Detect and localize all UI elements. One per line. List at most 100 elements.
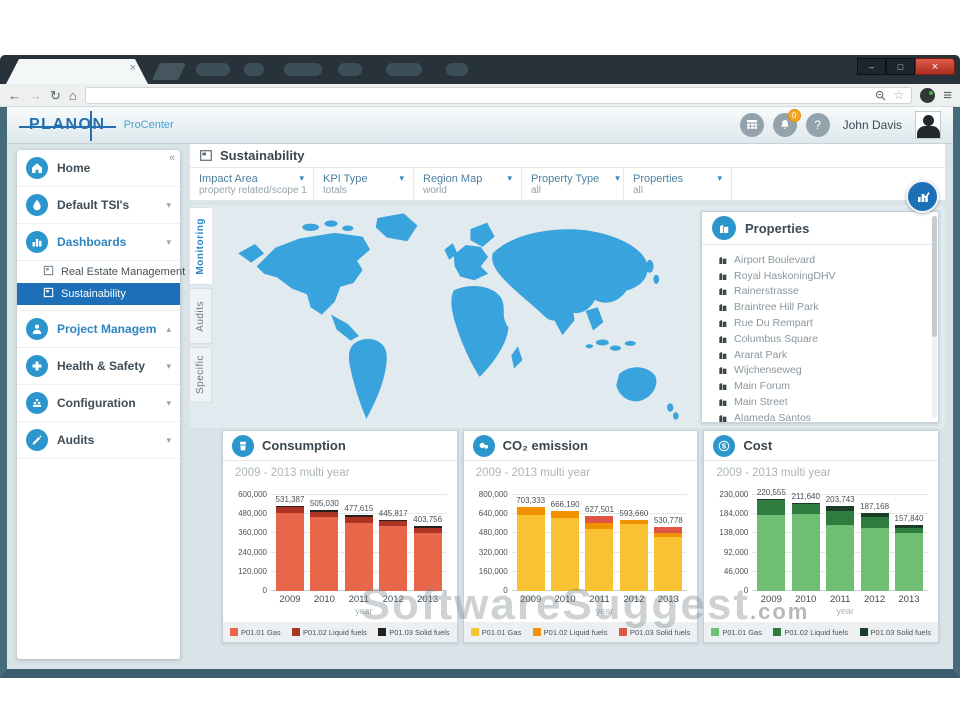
address-bar[interactable]: ☆: [84, 86, 913, 104]
property-item-braintree-hill-park[interactable]: Braintree Hill Park: [718, 299, 934, 315]
bar-segment-p01-02-liquid-fuels: [757, 500, 786, 516]
chevron-down-icon: ▾: [299, 173, 304, 183]
building-icon: [719, 414, 727, 422]
extension-icon[interactable]: [920, 87, 936, 103]
home-icon[interactable]: ⌂: [68, 87, 77, 103]
bar-2011: 627,501: [585, 505, 614, 591]
legend-item-p01-01-gas: P01.01 Gas: [711, 628, 762, 637]
user-name: John Davis: [842, 118, 902, 132]
notifications-button[interactable]: 0: [772, 109, 801, 137]
config-icon: [26, 392, 48, 414]
sidebar-item-default-tsi-s[interactable]: Default TSI's ▾: [17, 187, 180, 224]
bar-segment-p01-03-solid-fuels: [860, 512, 889, 518]
filter-properties[interactable]: Properties ▾ all: [624, 168, 732, 200]
drop-icon: [26, 194, 48, 216]
co2-icon: [472, 434, 495, 457]
window-minimize-button[interactable]: –: [857, 58, 886, 75]
tab-decoration: [446, 63, 468, 76]
building-icon: [719, 383, 727, 391]
zoom-out-icon[interactable]: [875, 90, 887, 101]
sidebar-item-home[interactable]: Home: [17, 150, 180, 187]
y-axis-tick: 480,000: [478, 528, 508, 538]
bar-value-label: 593,660: [619, 508, 649, 518]
bar-segment-p01-02-liquid-fuels: [894, 527, 923, 534]
chart-toggle-button[interactable]: [906, 180, 939, 213]
legend-swatch: [711, 628, 720, 636]
building-icon: [719, 351, 727, 359]
home-icon: [26, 157, 48, 179]
sidebar-item-audits[interactable]: Audits ▾: [17, 422, 180, 459]
bar-segment-p01-02-liquid-fuels: [276, 507, 304, 513]
sidebar-item-health-safety[interactable]: Health & Safety ▾: [17, 348, 180, 385]
chevron-down-icon: ▾: [166, 199, 171, 210]
bar-segment-p01-02-liquid-fuels: [826, 510, 855, 525]
refresh-icon[interactable]: ↻: [50, 87, 61, 103]
chart-panel-co-emission: CO₂ emission 2009 - 2013 multi year 0 160,0…: [462, 430, 699, 643]
sidebar-subitem-real-estate-management[interactable]: Real Estate Management: [17, 261, 185, 283]
planon-logo: PLANON: [19, 111, 116, 141]
bar-segment-p01-02-liquid-fuels: [860, 517, 889, 529]
health-icon: [26, 355, 48, 377]
property-item-rue-du-rempart[interactable]: Rue Du Rempart: [718, 315, 934, 331]
bar-value-label: 505,030: [309, 499, 339, 509]
side-tab-specific[interactable]: Specific: [190, 347, 212, 403]
bar-segment-p01-01-gas: [654, 536, 683, 591]
bar-2012: 187,168: [860, 502, 889, 591]
building-icon: [719, 304, 727, 312]
side-tab-monitoring[interactable]: Monitoring: [190, 207, 212, 285]
bookmark-star-icon[interactable]: ☆: [893, 88, 905, 102]
building-icon: [720, 224, 729, 233]
sidebar-item-project-managem[interactable]: Project Managem... ▴: [17, 311, 180, 348]
filter-kpi-type[interactable]: KPI Type ▾ totals: [314, 168, 414, 200]
tab-close-icon[interactable]: ×: [129, 62, 136, 74]
chart-subtitle: 2009 - 2013 multi year: [716, 467, 831, 479]
bar-2010: 666,190: [551, 500, 580, 591]
bar-segment-p01-02-liquid-fuels: [516, 507, 545, 515]
bar-segment-p01-02-liquid-fuels: [379, 520, 408, 526]
bar-segment-p01-03-solid-fuels: [585, 515, 614, 524]
chevron-down-icon: ▾: [615, 173, 620, 183]
sidebar-collapse-icon[interactable]: «: [168, 152, 175, 164]
bar-2013: 403,756: [413, 515, 442, 591]
legend-item-p01-01-gas: P01.01 Gas: [470, 628, 521, 637]
back-icon[interactable]: ←: [8, 87, 21, 103]
help-button[interactable]: ?: [805, 113, 830, 137]
property-item-airport-boulevard[interactable]: Airport Boulevard: [718, 252, 934, 268]
property-item-alameda-santos[interactable]: Alameda Santos: [718, 410, 934, 426]
property-item-columbus-square[interactable]: Columbus Square: [718, 331, 934, 347]
browser-menu-icon[interactable]: ≡: [943, 86, 952, 104]
bar-segment-p01-01-gas: [791, 513, 820, 591]
chevron-up-icon: ▴: [166, 323, 171, 334]
sidebar-item-configuration[interactable]: Configuration ▾: [17, 385, 180, 422]
property-item-royal-haskoningdhv[interactable]: Royal HaskoningDHV: [718, 268, 934, 284]
property-item-main-forum[interactable]: Main Forum: [718, 378, 934, 394]
new-tab-button[interactable]: [152, 63, 186, 80]
sidebar-subitem-sustainability[interactable]: Sustainability: [17, 283, 180, 305]
window-close-button[interactable]: ×: [915, 58, 955, 75]
filter-region-map[interactable]: Region Map ▾ world: [414, 168, 522, 200]
properties-scrollbar[interactable]: [932, 216, 937, 418]
bar-2012: 593,660: [619, 509, 648, 591]
project-icon: [26, 318, 48, 340]
property-item-wijchenseweg[interactable]: Wijchenseweg: [718, 363, 934, 379]
sidebar-item-dashboards[interactable]: Dashboards ▾: [17, 224, 180, 261]
bar-2009: 531,387: [276, 495, 304, 591]
window-maximize-button[interactable]: □: [886, 58, 915, 75]
property-item-ararat-park[interactable]: Ararat Park: [718, 347, 934, 363]
y-axis-tick: 600,000: [238, 490, 267, 499]
bar-value-label: 445,817: [378, 508, 408, 518]
property-item-rainerstrasse[interactable]: Rainerstrasse: [718, 284, 934, 300]
property-item-main-street[interactable]: Main Street: [718, 394, 934, 410]
app-header: PLANON ProCenter 0 ? John Davis: [7, 107, 953, 144]
bar-segment-p01-01-gas: [619, 524, 648, 591]
filter-property-type[interactable]: Property Type ▾ all: [522, 168, 624, 200]
chevron-down-icon: ▾: [717, 173, 722, 183]
browser-tab[interactable]: ×: [6, 59, 148, 84]
side-tab-audits[interactable]: Audits: [190, 288, 212, 344]
user-avatar[interactable]: [915, 111, 941, 139]
apps-grid-button[interactable]: [739, 113, 764, 137]
bar-value-label: 203,743: [825, 494, 855, 504]
filter-impact-area[interactable]: Impact Area ▾ property related/scope 1: [190, 168, 314, 200]
bar-segment-p01-03-solid-fuels: [413, 526, 442, 529]
forward-icon[interactable]: →: [29, 87, 42, 103]
